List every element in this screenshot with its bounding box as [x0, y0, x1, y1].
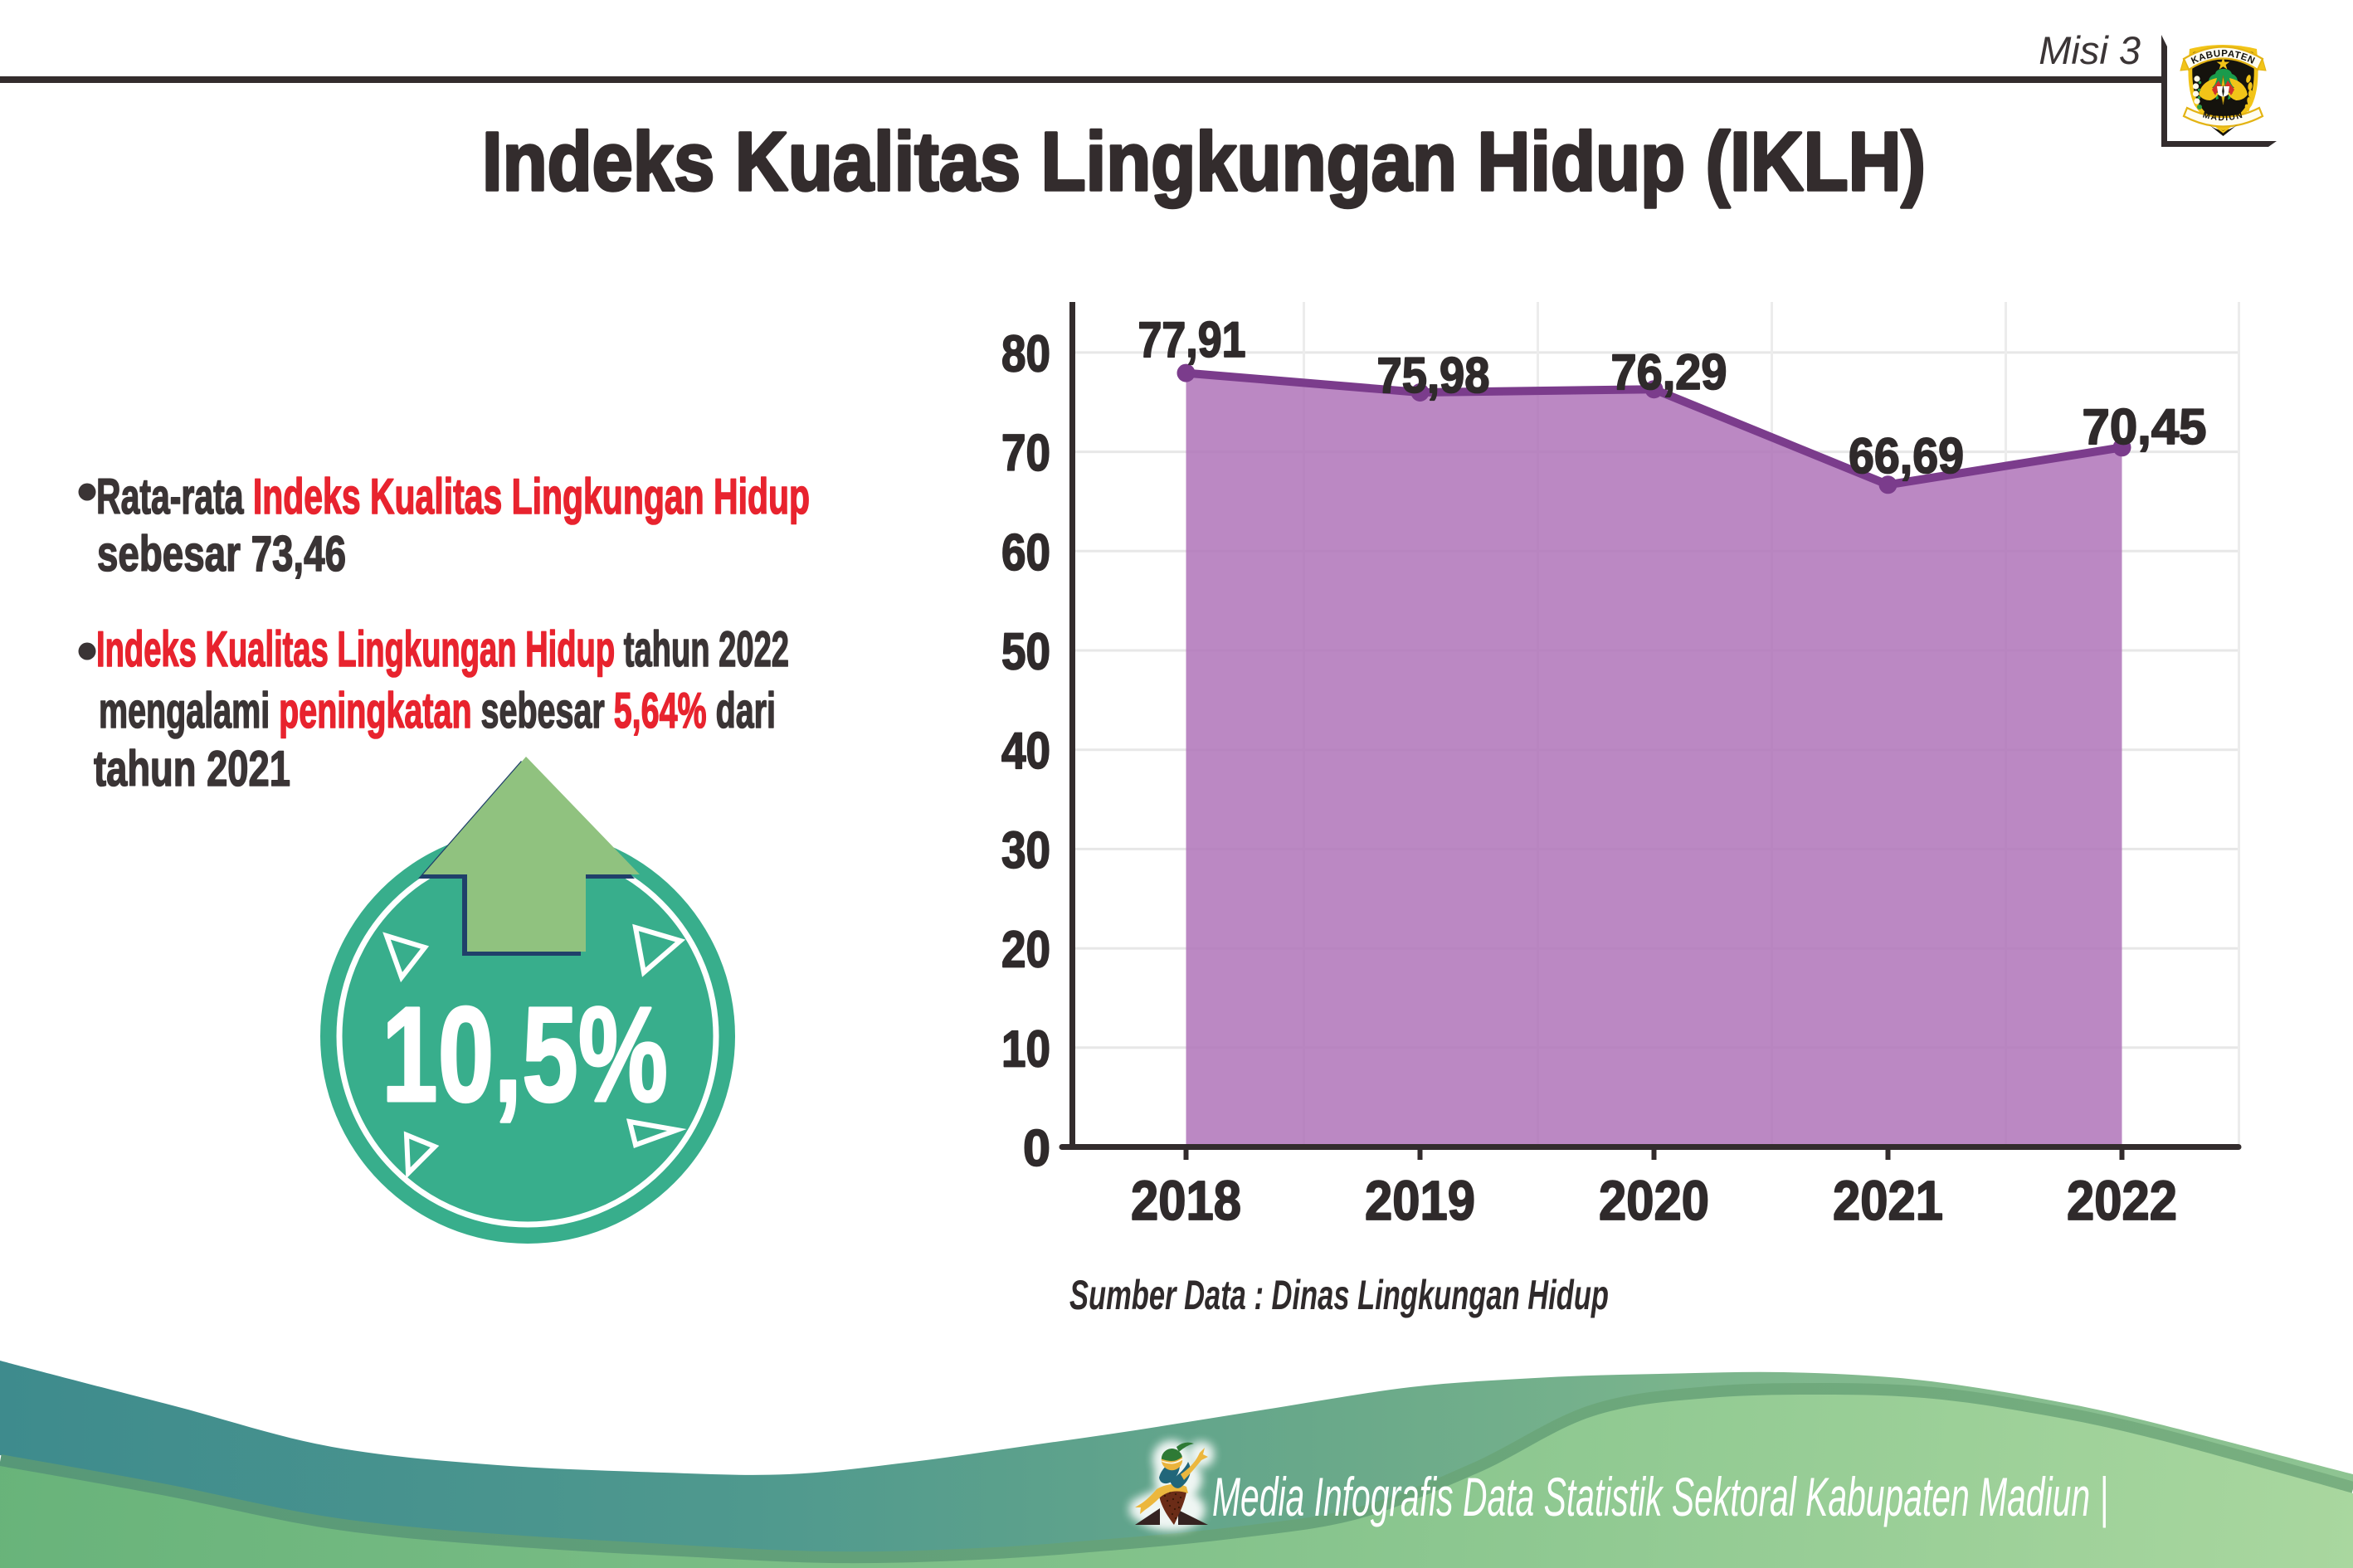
svg-text:Sumber Data : Dinas Lingkungan: Sumber Data : Dinas Lingkungan Hidup [1069, 1272, 1609, 1318]
svg-text:Indeks Kualitas Lingkungan Hid: Indeks Kualitas Lingkungan Hidup (IKLH) [482, 115, 1926, 208]
svg-text:60: 60 [1001, 524, 1050, 582]
svg-text:Rata-rata Indeks Kualitas Ling: Rata-rata Indeks Kualitas Lingkungan Hid… [96, 469, 810, 524]
svg-text:50: 50 [1001, 624, 1050, 681]
svg-text:2022: 2022 [2067, 1170, 2177, 1232]
svg-text:2019: 2019 [1365, 1170, 1475, 1232]
svg-text:77,91: 77,91 [1138, 312, 1246, 368]
svg-text:40: 40 [1001, 723, 1050, 780]
svg-text:tahun 2021: tahun 2021 [94, 741, 290, 796]
svg-text:80: 80 [1001, 325, 1050, 382]
svg-text:76,29: 76,29 [1611, 344, 1727, 400]
svg-text:0: 0 [1023, 1120, 1050, 1177]
svg-text:10,5%: 10,5% [382, 978, 668, 1130]
svg-text:2020: 2020 [1599, 1170, 1709, 1232]
svg-text:MADIUN: MADIUN [2202, 110, 2245, 124]
svg-text:Media Infografis Data Statisti: Media Infografis Data Statistik Sektoral… [1212, 1466, 2108, 1529]
svg-text:Indeks Kualitas Lingkungan Hid: Indeks Kualitas Lingkungan Hidup tahun 2… [96, 621, 789, 677]
svg-text:70,45: 70,45 [2083, 399, 2207, 455]
svg-text:sebesar 73,46: sebesar 73,46 [97, 526, 346, 582]
svg-text:2021: 2021 [1833, 1170, 1943, 1232]
svg-text:Misi 3: Misi 3 [2039, 28, 2141, 72]
svg-text:75,98: 75,98 [1377, 348, 1490, 403]
svg-text:20: 20 [1001, 922, 1050, 979]
svg-text:66,69: 66,69 [1849, 428, 1964, 484]
svg-text:70: 70 [1001, 425, 1050, 482]
svg-text:mengalami peningkatan sebesar: mengalami peningkatan sebesar 5,64% dari [99, 683, 776, 738]
svg-text:30: 30 [1001, 822, 1050, 879]
svg-text:2018: 2018 [1131, 1170, 1241, 1232]
svg-text:10: 10 [1001, 1020, 1050, 1078]
